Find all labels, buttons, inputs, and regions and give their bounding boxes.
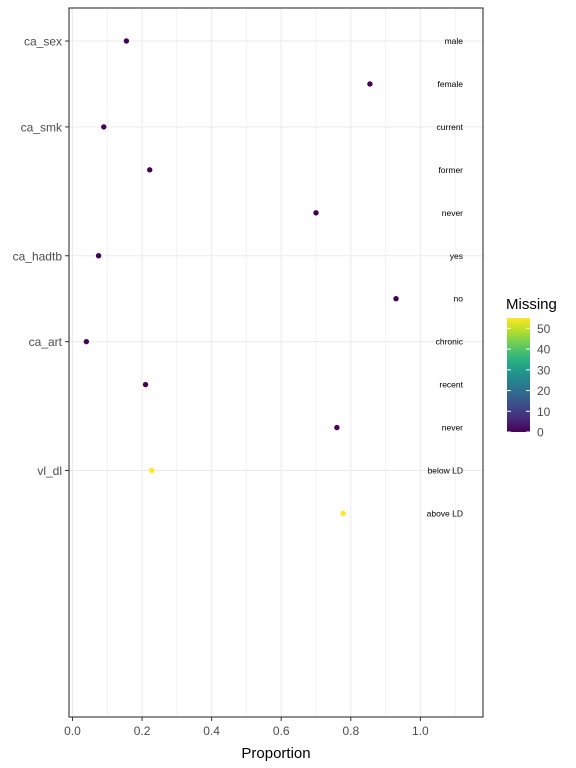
legend-tick-label: 50 <box>537 322 551 336</box>
data-point <box>147 167 153 173</box>
data-points <box>83 38 399 517</box>
x-tick-label: 0.0 <box>64 724 81 738</box>
level-label: former <box>438 165 463 175</box>
x-axis-title: Proportion <box>241 745 310 762</box>
legend-tick-label: 20 <box>537 384 551 398</box>
x-axis: 0.0 0.2 0.4 0.6 0.8 1.0 <box>64 717 429 738</box>
y-tick-label: vl_dl <box>37 464 62 478</box>
data-point <box>340 510 346 517</box>
y-tick-label: ca_smk <box>21 120 63 134</box>
data-point <box>142 381 149 388</box>
level-label: below LD <box>428 466 463 476</box>
y-tick-label: ca_hadtb <box>13 249 63 263</box>
data-point <box>334 424 340 431</box>
level-label: current <box>437 122 464 132</box>
x-tick-label: 0.6 <box>273 724 290 738</box>
level-label: chronic <box>436 337 464 347</box>
y-tick-label: ca_art <box>29 335 63 349</box>
legend-colorbar <box>507 318 530 432</box>
data-point <box>83 338 90 345</box>
data-point <box>393 296 399 302</box>
level-label: recent <box>439 380 463 390</box>
legend-tick-label: 30 <box>537 363 551 377</box>
data-point <box>313 210 319 216</box>
x-tick-label: 0.8 <box>342 724 359 738</box>
y-axis: ca_sex ca_smk ca_hadtb ca_art vl_dl <box>13 35 69 478</box>
legend-tick-label: 0 <box>537 426 544 440</box>
x-tick-label: 1.0 <box>412 724 429 738</box>
level-label: female <box>437 79 463 89</box>
y-tick-label: ca_sex <box>24 35 62 49</box>
data-point <box>367 81 373 87</box>
legend-title: Missing <box>506 296 557 313</box>
level-label: never <box>442 208 463 218</box>
level-label: above LD <box>427 508 463 518</box>
level-label: no <box>454 294 464 304</box>
legend: Missing 0 10 20 30 40 50 <box>506 296 557 440</box>
level-labels: male female current former never yes no chronic… <box>427 36 464 518</box>
panel-border <box>68 7 484 718</box>
level-label: male <box>445 36 464 46</box>
data-point <box>149 467 155 474</box>
legend-tick-label: 40 <box>537 343 551 357</box>
level-label: never <box>442 423 463 433</box>
x-tick-label: 0.2 <box>134 724 151 738</box>
data-point <box>95 253 102 259</box>
x-tick-label: 0.4 <box>203 724 220 738</box>
data-point <box>101 124 107 130</box>
gridlines <box>69 8 483 717</box>
data-point <box>123 38 130 44</box>
legend-tick-label: 10 <box>537 405 551 419</box>
level-label: yes <box>450 251 463 261</box>
